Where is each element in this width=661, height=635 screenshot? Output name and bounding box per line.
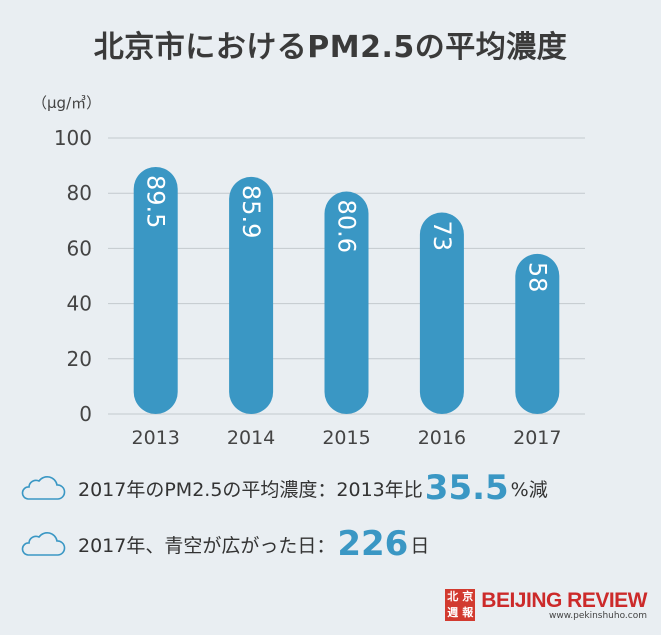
bar [133, 166, 178, 414]
chart-title: 北京市におけるPM2.5の平均濃度 [93, 30, 568, 65]
bar [229, 176, 274, 414]
y-tick-label: 80 [67, 181, 92, 205]
stat-clear-days-suffix: 日 [410, 534, 430, 557]
brand-logo: 北 京 週 報 BEIJING REVIEW www.pekinshuho.co… [445, 589, 647, 621]
x-tick-label: 2016 [418, 427, 466, 449]
x-tick-label: 2017 [513, 427, 561, 449]
x-tick-label: 2014 [227, 427, 275, 449]
bar [515, 253, 560, 414]
stat-clear-days-value: 226 [337, 524, 409, 564]
y-tick-label: 60 [67, 236, 92, 260]
stat-reduction: 2017年のPM2.5の平均濃度：2013年比 35.5 %減 [20, 468, 548, 508]
stat-reduction-value: 35.5 [424, 468, 509, 508]
cloud-icon [21, 476, 66, 500]
y-tick-label: 100 [54, 126, 92, 150]
seal-char: 報 [462, 606, 474, 619]
x-tick-label: 2015 [322, 427, 370, 449]
bar [324, 191, 369, 414]
seal-char: 北 [447, 590, 459, 603]
brand-name: BEIJING REVIEW [481, 589, 647, 612]
seal-char: 京 [462, 590, 474, 603]
y-tick-label: 20 [67, 347, 92, 371]
brand-seal: 北 京 週 報 [445, 589, 476, 621]
bar-chart: 0 20 40 60 80 100 2013 89.5 2014 85.9 2015 80.6 2016… [54, 126, 585, 449]
y-tick-label: 40 [67, 292, 92, 316]
y-tick-label: 0 [79, 402, 92, 426]
stat-clear-days: 2017年、青空が広がった日： 226 日 [20, 524, 429, 564]
cloud-icon [21, 532, 66, 556]
x-tick-label: 2013 [132, 427, 180, 449]
stat-clear-days-prefix: 2017年、青空が広がった日： [78, 534, 336, 557]
data-label: 58 [523, 262, 551, 293]
seal-char: 週 [447, 606, 459, 619]
stat-reduction-suffix: %減 [510, 478, 548, 501]
data-label: 85.9 [237, 185, 265, 238]
data-label: 73 [428, 221, 456, 252]
unit-label: （μg/㎥） [32, 94, 102, 112]
bar [419, 212, 464, 414]
brand-url: www.pekinshuho.com [548, 611, 647, 621]
data-label: 80.6 [333, 200, 361, 253]
stat-reduction-prefix: 2017年のPM2.5の平均濃度：2013年比 [78, 478, 423, 501]
data-label: 89.5 [142, 175, 170, 228]
